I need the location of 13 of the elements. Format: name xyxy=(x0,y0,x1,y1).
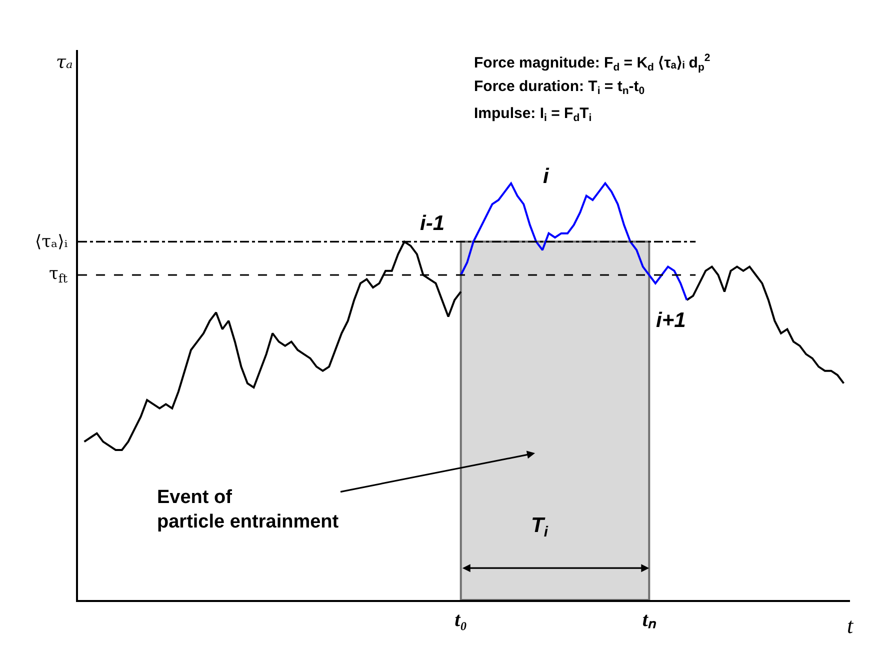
annotation: i+1 xyxy=(656,309,686,332)
ref-line-label: ⟨τₐ⟩ᵢ xyxy=(35,232,68,252)
annotation: Event of particle entrainment xyxy=(157,487,340,533)
text: Force duration: T$_{i}$ = t$_{n}$-t$_{0}$ xyxy=(474,78,645,98)
annotation: T$_{i}$ xyxy=(531,514,549,540)
annotation: i-1 xyxy=(420,212,445,235)
x-tick-label: t₀ xyxy=(454,609,468,631)
x-tick-label: tₙ xyxy=(642,609,657,631)
text: Impulse: I$_{i}$ = F$_{d}$T$_{i}$ xyxy=(474,105,592,124)
text: τₐ xyxy=(56,52,73,73)
ref-line-label: τ$_{ft}$ xyxy=(49,264,68,286)
x-axis-title: t xyxy=(847,613,854,638)
annotation: i xyxy=(543,165,550,188)
